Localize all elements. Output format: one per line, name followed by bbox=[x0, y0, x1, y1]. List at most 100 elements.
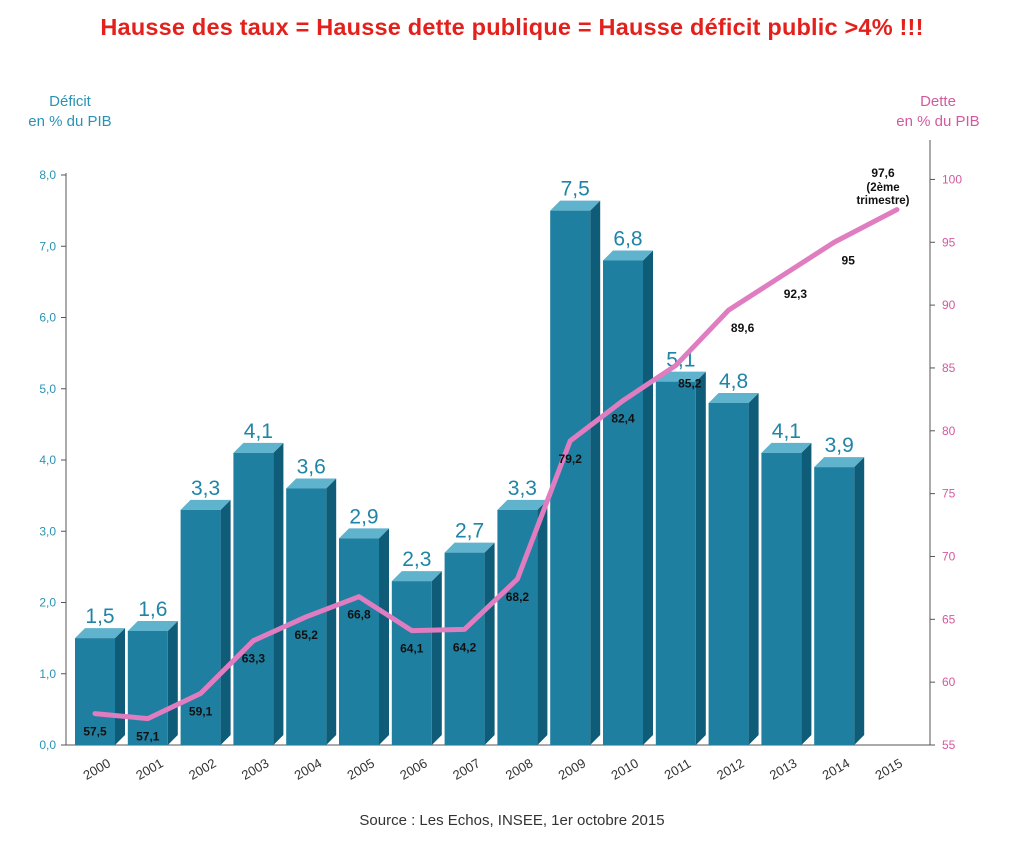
x-axis-category-label: 2013 bbox=[767, 755, 800, 782]
debt-point-label: 95 bbox=[842, 253, 856, 267]
debt-point-label: 66,8 bbox=[347, 608, 371, 622]
bar-top bbox=[761, 442, 812, 453]
deficit-bar-label: 3,9 bbox=[825, 434, 854, 457]
bar-side bbox=[854, 457, 865, 745]
deficit-bar bbox=[233, 452, 274, 745]
deficit-bar-label: 4,1 bbox=[772, 420, 801, 443]
right-axis-title-line1: Dette bbox=[920, 93, 956, 110]
bar-side bbox=[801, 442, 812, 745]
x-axis-category-label: 2011 bbox=[662, 756, 694, 783]
deficit-bar-label: 2,9 bbox=[349, 505, 378, 528]
bar-top bbox=[814, 457, 865, 468]
right-axis-tick-label: 85 bbox=[942, 361, 956, 375]
bar-side bbox=[695, 371, 706, 745]
deficit-bar-label: 4,1 bbox=[244, 420, 273, 443]
debt-point-label: 64,2 bbox=[453, 640, 477, 654]
right-axis-title-line2: en % du PIB bbox=[896, 113, 980, 130]
deficit-bar-label: 1,5 bbox=[85, 605, 114, 628]
debt-point-label: 82,4 bbox=[611, 412, 635, 426]
right-axis-tick-label: 75 bbox=[942, 487, 956, 501]
right-axis-tick-label: 100 bbox=[942, 172, 962, 186]
x-axis-category-label: 2015 bbox=[872, 755, 905, 782]
bar-top bbox=[75, 628, 125, 639]
deficit-bar-label: 7,5 bbox=[561, 178, 590, 201]
x-axis-category-label: 2001 bbox=[133, 755, 166, 782]
debt-point-label: 63,3 bbox=[242, 652, 266, 666]
left-axis-tick-label: 5,0 bbox=[39, 382, 56, 396]
bar-top bbox=[444, 542, 495, 553]
x-axis-category-label: 2006 bbox=[397, 755, 430, 782]
deficit-bar bbox=[391, 581, 432, 745]
bar-side bbox=[484, 542, 495, 745]
bar-top bbox=[603, 250, 653, 261]
debt-last-label-note: trimestre) bbox=[856, 195, 909, 207]
deficit-bar bbox=[444, 552, 485, 745]
deficit-bar-label: 3,6 bbox=[297, 456, 326, 479]
bar-top bbox=[655, 371, 706, 382]
bar-side bbox=[115, 628, 125, 745]
left-axis-tick-label: 7,0 bbox=[39, 239, 56, 253]
debt-point-label: 92,3 bbox=[784, 287, 808, 301]
x-axis-category-label: 2008 bbox=[503, 755, 536, 782]
deficit-bar bbox=[180, 509, 221, 745]
right-axis-title: Dette en % du PIB bbox=[878, 92, 998, 132]
bar-side bbox=[167, 621, 178, 745]
debt-point-label: 97,6 bbox=[871, 166, 895, 180]
right-axis-tick-label: 80 bbox=[942, 424, 956, 438]
bar-side bbox=[643, 250, 653, 745]
debt-point-label: 64,1 bbox=[400, 642, 424, 656]
right-axis-tick-label: 70 bbox=[942, 549, 956, 563]
deficit-bar bbox=[127, 631, 168, 745]
bar-side bbox=[590, 200, 601, 745]
x-axis-category-label: 2003 bbox=[239, 755, 272, 782]
bar-side bbox=[537, 499, 548, 745]
debt-point-label: 68,2 bbox=[506, 590, 530, 604]
deficit-bar-label: 2,7 bbox=[455, 520, 484, 543]
bar-side bbox=[379, 528, 389, 745]
deficit-bar-label: 4,8 bbox=[719, 370, 748, 393]
left-axis-tick-label: 8,0 bbox=[39, 168, 56, 182]
bar-side bbox=[748, 393, 759, 745]
left-axis-tick-label: 3,0 bbox=[39, 524, 56, 538]
deficit-bar bbox=[603, 260, 643, 745]
debt-point-label: 65,2 bbox=[295, 628, 319, 642]
x-axis-category-label: 2007 bbox=[450, 755, 483, 782]
debt-point-label: 89,6 bbox=[731, 321, 755, 335]
debt-line bbox=[92, 207, 900, 722]
x-axis-category-label: 2012 bbox=[714, 755, 747, 782]
source-note: Source : Les Echos, INSEE, 1er octobre 2… bbox=[359, 812, 665, 829]
left-axis-tick-label: 2,0 bbox=[39, 596, 56, 610]
left-axis-tick-label: 1,0 bbox=[39, 667, 56, 681]
left-axis-title-line2: en % du PIB bbox=[28, 113, 112, 130]
right-axis-tick-label: 90 bbox=[942, 298, 956, 312]
bar-top bbox=[708, 393, 759, 403]
deficit-bar-label: 2,3 bbox=[402, 548, 431, 571]
bar-side bbox=[273, 442, 284, 745]
debt-point-label: 57,5 bbox=[83, 725, 107, 739]
deficit-bar bbox=[761, 452, 802, 745]
x-axis-category-label: 2010 bbox=[608, 755, 641, 782]
x-axis-category-label: 2014 bbox=[820, 755, 853, 782]
bar-side bbox=[220, 499, 231, 745]
deficit-bar-label: 3,3 bbox=[508, 477, 537, 500]
debt-last-label-note: (2ème bbox=[866, 182, 899, 194]
bar-top bbox=[233, 442, 284, 453]
right-axis-tick-label: 60 bbox=[942, 675, 956, 689]
left-axis-tick-label: 6,0 bbox=[39, 311, 56, 325]
bar-top bbox=[550, 200, 601, 211]
chart-headline: Hausse des taux = Hausse dette publique … bbox=[100, 14, 924, 40]
bar-top bbox=[286, 478, 337, 489]
deficit-bar-label: 6,8 bbox=[613, 228, 642, 251]
deficit-bar bbox=[655, 381, 696, 745]
bar-side bbox=[326, 478, 337, 745]
x-axis-category-label: 2002 bbox=[186, 755, 219, 782]
bar-side bbox=[431, 571, 442, 745]
deficit-bar bbox=[75, 638, 115, 745]
left-axis-title: Déficit en % du PIB bbox=[10, 92, 130, 132]
deficit-bar bbox=[339, 538, 379, 745]
deficit-bar-label: 3,3 bbox=[191, 477, 220, 500]
left-axis-title-line1: Déficit bbox=[49, 93, 91, 110]
left-axis-tick-label: 4,0 bbox=[39, 453, 56, 467]
deficit-bar bbox=[708, 403, 749, 745]
